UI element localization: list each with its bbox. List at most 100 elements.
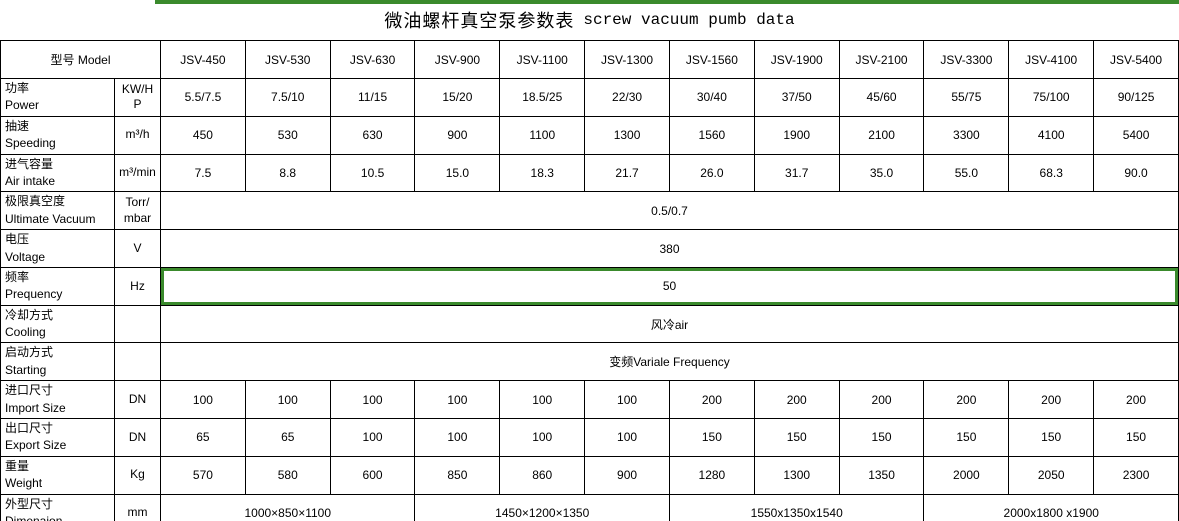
value-cell[interactable]: 2000 — [923, 455, 1010, 495]
value-cell[interactable]: 150 — [1093, 418, 1179, 457]
model-header-cell[interactable]: JSV-1300 — [584, 40, 670, 79]
model-label-cell[interactable]: 型号 Model — [0, 40, 161, 79]
value-cell[interactable]: 15.0 — [414, 153, 501, 193]
value-cell[interactable]: 2300 — [1093, 455, 1179, 495]
value-cell[interactable]: 570 — [160, 455, 246, 495]
unit-cell[interactable] — [114, 342, 161, 382]
value-cell[interactable]: 75/100 — [1008, 78, 1095, 117]
value-cell[interactable]: 22/30 — [584, 78, 670, 117]
value-cell[interactable]: 4100 — [1008, 115, 1095, 155]
unit-cell[interactable]: Kg — [114, 455, 161, 495]
row-label-voltage[interactable]: 电压 Voltage — [0, 229, 115, 268]
model-header-cell[interactable]: JSV-530 — [244, 40, 331, 79]
value-cell[interactable]: 15/20 — [414, 78, 501, 117]
dimension-group-cell[interactable]: 1550x1350x1540 — [668, 493, 925, 521]
unit-cell[interactable]: m³/min — [114, 153, 161, 193]
value-cell[interactable]: 100 — [414, 418, 501, 457]
value-cell[interactable]: 100 — [584, 418, 670, 457]
model-header-cell[interactable]: JSV-1560 — [668, 40, 755, 79]
unit-cell[interactable]: Torr/ mbar — [114, 191, 161, 231]
value-cell[interactable]: 150 — [923, 418, 1010, 457]
model-header-cell[interactable]: JSV-2100 — [838, 40, 925, 79]
value-cell[interactable]: 21.7 — [584, 153, 670, 193]
model-header-cell[interactable]: JSV-1900 — [753, 40, 840, 79]
value-cell[interactable]: 90/125 — [1093, 78, 1179, 117]
model-header-cell[interactable]: JSV-3300 — [923, 40, 1010, 79]
row-label-starting[interactable]: 启动方式 Starting — [0, 342, 115, 382]
value-cell[interactable]: 18.5/25 — [499, 78, 586, 117]
row-label-speeding[interactable]: 抽速 Speeding — [0, 115, 115, 155]
value-cell[interactable]: 200 — [1008, 380, 1095, 420]
value-cell[interactable]: 65 — [244, 418, 331, 457]
value-cell[interactable]: 1280 — [668, 455, 755, 495]
row-label-frequency[interactable]: 频率 Prequency — [0, 266, 115, 306]
row-label-cooling[interactable]: 冷却方式 Cooling — [0, 304, 115, 344]
value-cell[interactable]: 150 — [1008, 418, 1095, 457]
value-cell[interactable]: 37/50 — [753, 78, 840, 117]
value-cell[interactable]: 30/40 — [668, 78, 755, 117]
value-cell[interactable]: 100 — [160, 380, 246, 420]
value-cell[interactable]: 5.5/7.5 — [160, 78, 246, 117]
unit-cell[interactable]: mm — [114, 493, 161, 521]
value-cell[interactable]: 65 — [160, 418, 246, 457]
row-label-power[interactable]: 功率 Power — [0, 78, 115, 117]
value-cell[interactable]: 200 — [838, 380, 925, 420]
model-header-cell[interactable]: JSV-630 — [329, 40, 416, 79]
value-cell[interactable]: 18.3 — [499, 153, 586, 193]
unit-cell[interactable]: m³/h — [114, 115, 161, 155]
row-label-dimension[interactable]: 外型尺寸 Dimenaion — [0, 493, 115, 521]
value-cell[interactable]: 5400 — [1093, 115, 1179, 155]
value-cell[interactable]: 45/60 — [838, 78, 925, 117]
merged-value-cell[interactable]: 380 — [160, 229, 1179, 268]
value-cell[interactable]: 7.5/10 — [244, 78, 331, 117]
value-cell[interactable]: 100 — [499, 418, 586, 457]
unit-cell[interactable] — [114, 304, 161, 344]
value-cell[interactable]: 10.5 — [329, 153, 416, 193]
row-label-ultimate-vacuum[interactable]: 极限真空度 Ultimate Vacuum — [0, 191, 115, 231]
row-label-air-intake[interactable]: 进气容量 Air intake — [0, 153, 115, 193]
unit-cell[interactable]: V — [114, 229, 161, 268]
row-label-export-size[interactable]: 出口尺寸 Export Size — [0, 418, 115, 457]
value-cell[interactable]: 11/15 — [329, 78, 416, 117]
value-cell[interactable]: 150 — [668, 418, 755, 457]
unit-cell[interactable]: KW/H P — [114, 78, 161, 117]
value-cell[interactable]: 68.3 — [1008, 153, 1095, 193]
dimension-group-cell[interactable]: 1450×1200×1350 — [414, 493, 670, 521]
value-cell[interactable]: 150 — [753, 418, 840, 457]
value-cell[interactable]: 7.5 — [160, 153, 246, 193]
value-cell[interactable]: 2100 — [838, 115, 925, 155]
value-cell[interactable]: 900 — [584, 455, 670, 495]
model-header-cell[interactable]: JSV-1100 — [499, 40, 586, 79]
value-cell[interactable]: 200 — [753, 380, 840, 420]
row-label-weight[interactable]: 重量 Weight — [0, 455, 115, 495]
value-cell[interactable]: 3300 — [923, 115, 1010, 155]
value-cell[interactable]: 1300 — [584, 115, 670, 155]
value-cell[interactable]: 100 — [499, 380, 586, 420]
selected-cell-frequency[interactable]: 50 — [160, 266, 1179, 306]
value-cell[interactable]: 1100 — [499, 115, 586, 155]
dimension-group-cell[interactable]: 2000x1800 x1900 — [923, 493, 1179, 521]
value-cell[interactable]: 26.0 — [668, 153, 755, 193]
value-cell[interactable]: 200 — [923, 380, 1010, 420]
value-cell[interactable]: 35.0 — [838, 153, 925, 193]
merged-value-cell[interactable]: 0.5/0.7 — [160, 191, 1179, 231]
row-label-import-size[interactable]: 进口尺寸 Import Size — [0, 380, 115, 420]
value-cell[interactable]: 530 — [244, 115, 331, 155]
merged-value-cell[interactable]: 风冷air — [160, 304, 1179, 344]
value-cell[interactable]: 450 — [160, 115, 246, 155]
value-cell[interactable]: 580 — [244, 455, 331, 495]
value-cell[interactable]: 100 — [414, 380, 501, 420]
value-cell[interactable]: 55.0 — [923, 153, 1010, 193]
value-cell[interactable]: 100 — [244, 380, 331, 420]
value-cell[interactable]: 1350 — [838, 455, 925, 495]
unit-cell[interactable]: DN — [114, 380, 161, 420]
value-cell[interactable]: 1900 — [753, 115, 840, 155]
value-cell[interactable]: 1560 — [668, 115, 755, 155]
value-cell[interactable]: 200 — [668, 380, 755, 420]
model-header-cell[interactable]: JSV-450 — [160, 40, 246, 79]
value-cell[interactable]: 31.7 — [753, 153, 840, 193]
value-cell[interactable]: 100 — [584, 380, 670, 420]
value-cell[interactable]: 100 — [329, 418, 416, 457]
value-cell[interactable]: 8.8 — [244, 153, 331, 193]
value-cell[interactable]: 900 — [414, 115, 501, 155]
